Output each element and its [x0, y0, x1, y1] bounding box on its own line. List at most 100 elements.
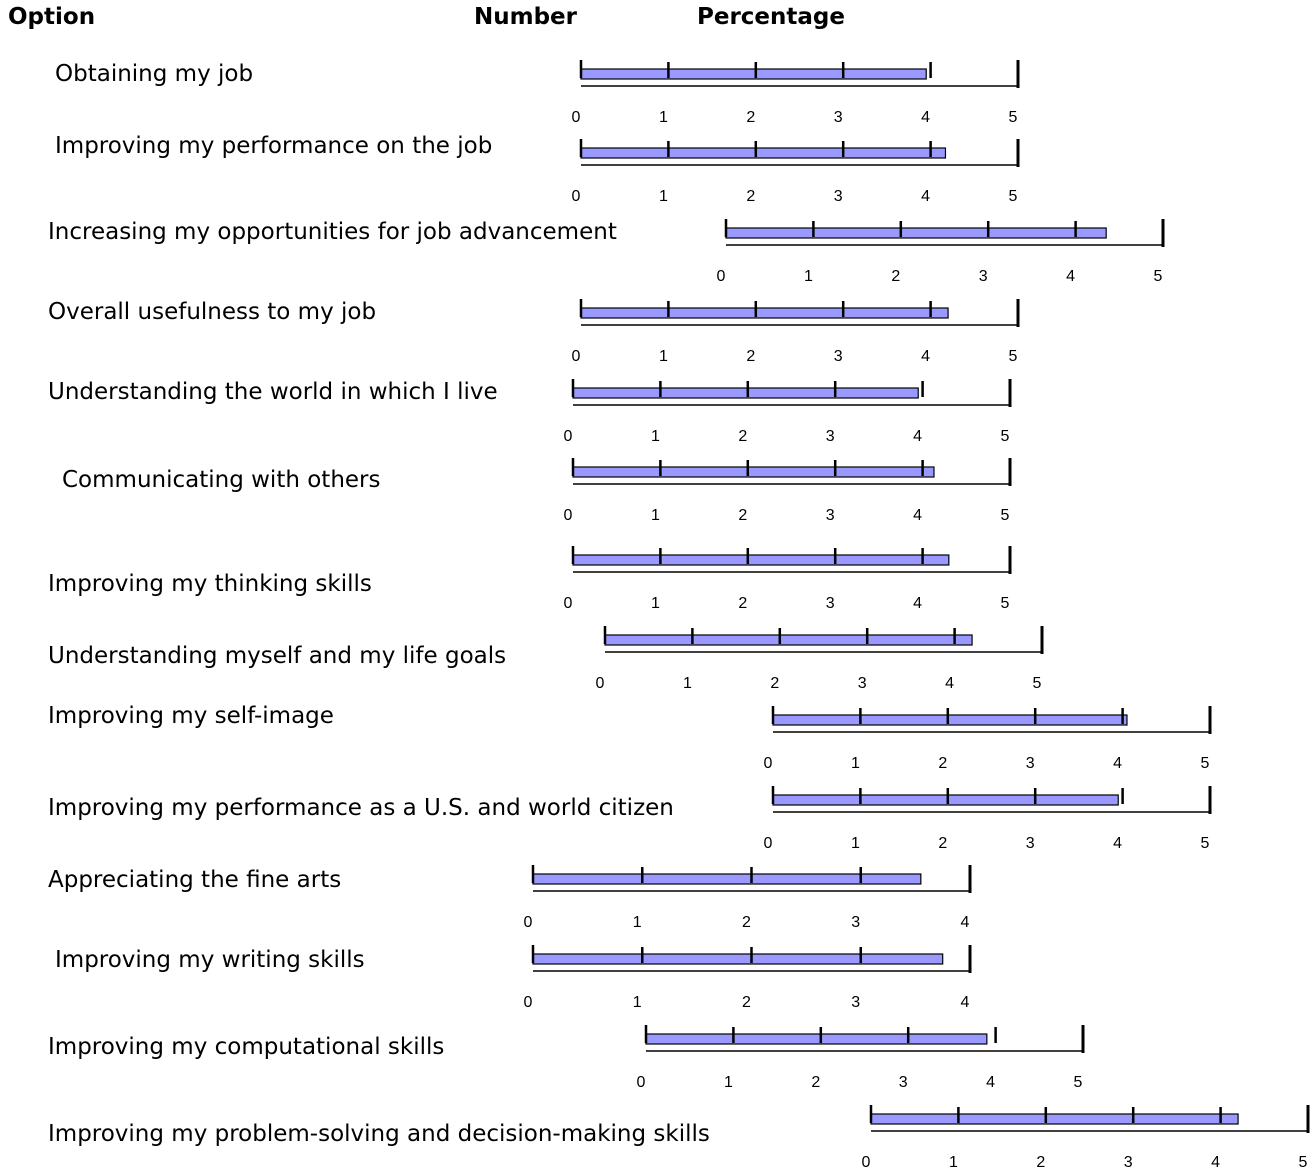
bar: [580, 68, 927, 80]
tick-label: 2: [738, 428, 747, 445]
row-label-thinking-skills: Improving my thinking skills: [48, 571, 372, 597]
bar: [532, 873, 922, 885]
row-label-problem-solving: Improving my problem-solving and decisio…: [48, 1121, 710, 1147]
tick-label: 3: [826, 595, 835, 612]
bar: [572, 466, 935, 478]
tick-label: 3: [858, 675, 867, 692]
tick-label: 2: [938, 835, 947, 852]
tick-label: 2: [746, 188, 755, 205]
bar: [604, 634, 973, 646]
bar: [870, 1113, 1239, 1125]
tick-label: 2: [746, 348, 755, 365]
row-label-fine-arts: Appreciating the fine arts: [48, 867, 342, 893]
tick-label: 2: [891, 268, 900, 285]
tick-label: 4: [921, 348, 930, 365]
tick-label: 1: [633, 914, 642, 931]
tick-label: 3: [851, 994, 860, 1011]
tick-label: 4: [986, 1074, 995, 1091]
row-label-writing-skills: Improving my writing skills: [55, 947, 365, 973]
tick-label: 3: [834, 188, 843, 205]
tick-label: 3: [851, 914, 860, 931]
tick-label: 3: [1026, 755, 1035, 772]
row-label-life-goals: Understanding myself and my life goals: [48, 643, 507, 669]
tick-label: 1: [851, 835, 860, 852]
tick-label: 4: [921, 188, 930, 205]
bar: [580, 307, 949, 319]
tick-label: 0: [564, 595, 573, 612]
tick-label: 2: [938, 755, 947, 772]
tick-label: 4: [1211, 1154, 1220, 1171]
tick-label: 0: [572, 109, 581, 126]
header-option: Option: [8, 4, 96, 30]
tick-label: 1: [949, 1154, 958, 1171]
tick-label: 3: [834, 109, 843, 126]
tick-label: 3: [834, 348, 843, 365]
tick-label: 5: [1001, 428, 1010, 445]
tick-label: 5: [1074, 1074, 1083, 1091]
tick-label: 0: [564, 428, 573, 445]
tick-label: 0: [572, 188, 581, 205]
tick-label: 0: [524, 914, 533, 931]
bar: [772, 794, 1119, 806]
tick-label: 5: [1001, 595, 1010, 612]
tick-label: 1: [659, 348, 668, 365]
tick-label: 3: [826, 507, 835, 524]
tick-label: 0: [596, 675, 605, 692]
tick-label: 2: [738, 507, 747, 524]
tick-label: 4: [961, 914, 970, 931]
tick-label: 0: [572, 348, 581, 365]
tick-label: 5: [1299, 1154, 1308, 1171]
tick-label: 2: [1036, 1154, 1045, 1171]
tick-label: 4: [913, 595, 922, 612]
tick-label: 0: [717, 268, 726, 285]
row-label-citizen: Improving my performance as a U.S. and w…: [48, 795, 674, 821]
tick-label: 4: [913, 428, 922, 445]
tick-label: 5: [1009, 348, 1018, 365]
bar: [725, 227, 1107, 239]
tick-label: 4: [913, 507, 922, 524]
tick-label: 2: [746, 109, 755, 126]
tick-label: 0: [764, 835, 773, 852]
tick-label: 5: [1009, 109, 1018, 126]
row-label-obtaining-job: Obtaining my job: [55, 61, 254, 87]
tick-label: 5: [1009, 188, 1018, 205]
tick-label: 2: [742, 994, 751, 1011]
header-number: Number: [474, 4, 577, 30]
tick-label: 3: [1026, 835, 1035, 852]
row-label-performance-on-job: Improving my performance on the job: [55, 133, 493, 159]
tick-label: 5: [1033, 675, 1042, 692]
tick-label: 2: [770, 675, 779, 692]
row-label-understanding-world: Understanding the world in which I live: [48, 379, 498, 405]
tick-label: 1: [651, 428, 660, 445]
tick-label: 1: [651, 595, 660, 612]
tick-label: 1: [804, 268, 813, 285]
row-label-overall-usefulness: Overall usefulness to my job: [48, 299, 377, 325]
tick-label: 3: [899, 1074, 908, 1091]
tick-label: 4: [1113, 755, 1122, 772]
tick-label: 2: [738, 595, 747, 612]
tick-label: 1: [724, 1074, 733, 1091]
bar: [572, 387, 919, 399]
tick-label: 2: [811, 1074, 820, 1091]
tick-label: 1: [651, 507, 660, 524]
tick-label: 1: [633, 994, 642, 1011]
tick-label: 1: [851, 755, 860, 772]
tick-label: 1: [659, 109, 668, 126]
row-label-computational-skills: Improving my computational skills: [48, 1034, 445, 1060]
tick-label: 4: [1066, 268, 1075, 285]
tick-label: 0: [564, 507, 573, 524]
tick-label: 5: [1154, 268, 1163, 285]
bar: [580, 147, 947, 159]
tick-label: 4: [921, 109, 930, 126]
tick-label: 2: [742, 914, 751, 931]
tick-label: 4: [1113, 835, 1122, 852]
tick-label: 3: [979, 268, 988, 285]
tick-label: 4: [961, 994, 970, 1011]
tick-label: 0: [764, 755, 773, 772]
tick-label: 0: [637, 1074, 646, 1091]
tick-label: 3: [1124, 1154, 1133, 1171]
row-label-communicating: Communicating with others: [62, 467, 381, 493]
tick-label: 3: [826, 428, 835, 445]
row-label-self-image: Improving my self-image: [48, 703, 334, 729]
